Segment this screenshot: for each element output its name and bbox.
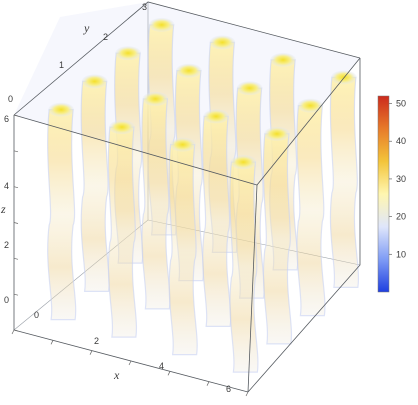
density-column-cap	[263, 126, 290, 141]
axis-tick	[13, 222, 19, 224]
y-tick-label: 1	[59, 60, 64, 70]
z-tick-label: 4	[4, 181, 9, 191]
density-column-cap	[169, 137, 196, 152]
density-column-cap	[209, 35, 236, 50]
density-column-body	[80, 80, 110, 292]
axis-tick	[89, 350, 93, 355]
colorbar-tick-label: 10	[396, 249, 406, 259]
density-column-cap	[115, 46, 142, 61]
axis-tick	[206, 381, 210, 386]
density-column-body	[47, 109, 77, 321]
axis-tick	[11, 329, 15, 335]
density-column-cap	[48, 102, 75, 117]
colorbar-tick-label: 50	[396, 99, 406, 109]
z-tick-label: 2	[4, 240, 9, 250]
z-tick-label: 6	[4, 114, 9, 124]
axis-tick	[13, 186, 19, 189]
density-column-body	[329, 76, 360, 288]
axis-tick	[167, 371, 171, 376]
x-axis-label: x	[113, 368, 120, 382]
y-axis-label: y	[83, 21, 90, 35]
z-tick-label: 0	[4, 295, 9, 305]
colorbar-tick-label: 20	[396, 212, 406, 222]
x-tick-label: 6	[226, 384, 231, 394]
density-column-cap	[297, 98, 324, 113]
density-column-cap	[236, 81, 263, 96]
density-column-cap	[203, 109, 230, 124]
density-column	[168, 137, 198, 356]
density-column	[141, 91, 171, 310]
axis-tick	[13, 329, 19, 332]
density-column-body	[262, 133, 293, 345]
x-tick-label: 4	[159, 361, 164, 371]
colorbar-tick-label: 30	[396, 174, 406, 184]
density-column-body	[141, 98, 171, 310]
density-column	[47, 102, 77, 321]
density-column-body	[168, 144, 198, 356]
density-column	[80, 74, 110, 292]
density-column	[296, 98, 326, 317]
density-column-body	[107, 126, 138, 338]
axis-tick	[245, 391, 249, 397]
axis-tick	[13, 150, 19, 153]
density-column-cap	[142, 91, 169, 106]
density-column	[329, 70, 360, 288]
y-tick-label: 0	[8, 94, 13, 104]
density-column	[202, 109, 232, 327]
colorbar: 10 20 30 40 50	[377, 95, 406, 293]
colorbar-tick-label: 40	[396, 136, 406, 146]
y-tick-label: 3	[142, 2, 147, 12]
y-tick-label: 2	[103, 32, 108, 42]
density-column-cap	[230, 155, 257, 170]
axis-tick	[128, 360, 132, 366]
density-column-body	[296, 105, 326, 317]
colorbar-gradient	[377, 95, 390, 293]
axis-tick	[13, 114, 19, 117]
axis-tick	[13, 257, 19, 260]
density-column-cap	[108, 120, 135, 135]
z-axis-label: z	[0, 202, 6, 216]
tick-marks	[11, 114, 249, 397]
x-tick-label: 0	[34, 310, 39, 320]
x-tick-label: 2	[94, 336, 99, 346]
density-column-cap	[148, 17, 175, 32]
density-column	[107, 120, 138, 338]
density-column-cap	[81, 74, 108, 89]
axis-tick	[50, 340, 54, 345]
axis-tick	[13, 293, 19, 296]
density-column-cap	[175, 63, 202, 78]
density-column-cap	[270, 52, 297, 67]
density-column-body	[202, 115, 232, 327]
